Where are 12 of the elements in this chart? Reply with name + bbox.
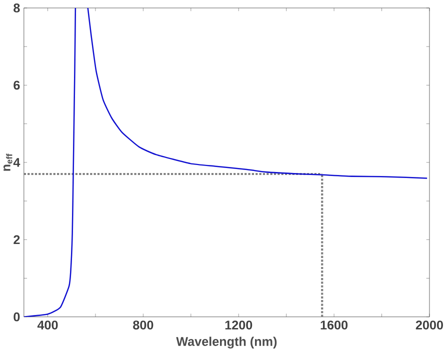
x-tick-label: 800: [133, 320, 154, 330]
x-tick-label: 1600: [320, 320, 348, 330]
y-tick-label: 0: [14, 312, 20, 322]
y-axis-title: n$_{eff}$: [4, 154, 12, 171]
x-tick-label: 400: [37, 320, 58, 330]
y-tick-label: 2: [14, 235, 20, 244]
x-tick-label: 1200: [225, 320, 252, 330]
x-axis-title: Wavelength (nm): [176, 336, 277, 349]
y-tick-label: 6: [14, 80, 20, 90]
y-tick-label: 4: [13, 158, 20, 167]
y-tick-label: 8: [14, 4, 20, 12]
x-tick-label: 2000: [416, 320, 443, 330]
